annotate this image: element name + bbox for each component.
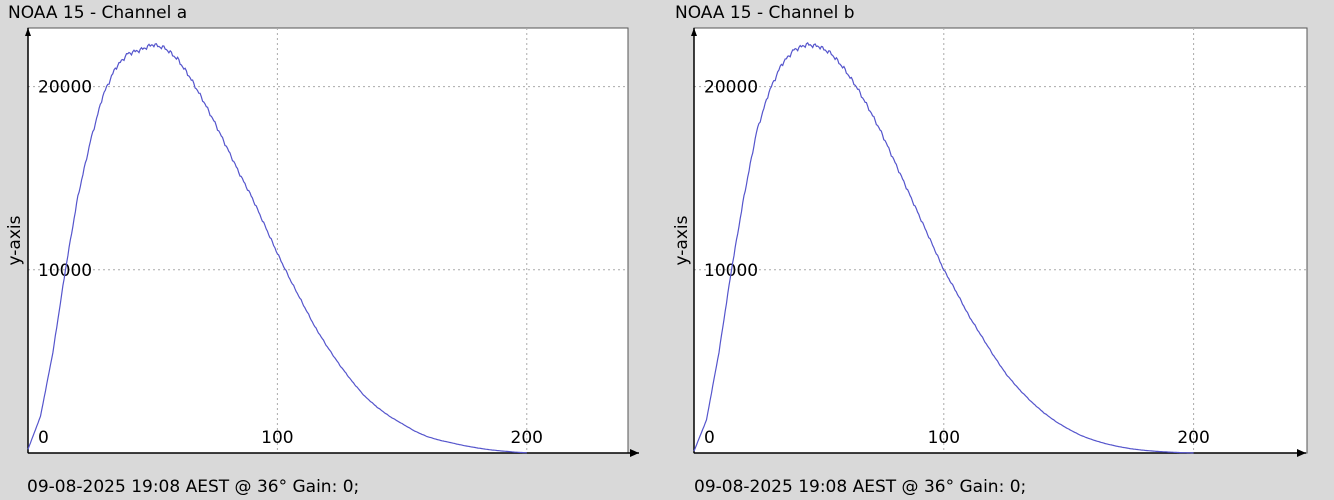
x-tick-label: 0 xyxy=(38,428,49,448)
x-tick-label: 100 xyxy=(928,428,960,448)
chart-title: NOAA 15 - Channel a xyxy=(8,3,188,23)
x-tick-label: 0 xyxy=(704,428,715,448)
x-axis-arrow xyxy=(630,449,639,457)
x-tick-label: 200 xyxy=(511,428,543,448)
y-axis-arrow xyxy=(691,28,697,36)
chart-title: NOAA 15 - Channel b xyxy=(675,3,855,23)
y-tick-label: 20000 xyxy=(38,78,92,98)
plot-area xyxy=(693,27,1308,454)
chart-footer: 09-08-2025 19:08 AEST @ 36° Gain: 0; xyxy=(694,477,1027,497)
y-axis-arrow xyxy=(25,28,31,36)
y-axis-label: y-axis xyxy=(5,215,25,265)
x-axis-arrow xyxy=(1297,449,1306,457)
chart-panel-channel-a: NOAA 15 - Channel a 0 100 200 10000 20000 y-a… xyxy=(0,0,660,500)
y-tick-label: 20000 xyxy=(704,78,758,98)
x-tick-label: 200 xyxy=(1177,428,1209,448)
series-line xyxy=(693,42,1194,454)
chart-panel-channel-b: NOAA 15 - Channel b 0 100 200 10000 20000 y-a… xyxy=(667,0,1334,500)
x-tick-label: 100 xyxy=(261,428,293,448)
series-line xyxy=(27,43,527,454)
plot-area xyxy=(27,27,629,454)
y-axis-label: y-axis xyxy=(672,215,692,265)
chart-footer: 09-08-2025 19:08 AEST @ 36° Gain: 0; xyxy=(27,477,360,497)
